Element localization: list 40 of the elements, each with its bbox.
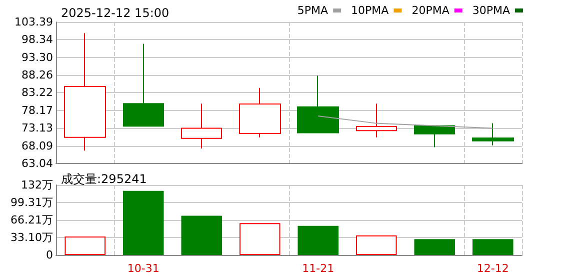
candlestick xyxy=(414,125,455,148)
y-tick-label: 93.30 xyxy=(22,50,53,64)
y-tick-label: 99.31万 xyxy=(10,196,53,209)
legend-label: 30PMA xyxy=(472,4,510,17)
candlestick xyxy=(181,103,222,150)
y-tick-label: 98.34 xyxy=(22,33,53,46)
chart-title: 2025-12-12 15:00 xyxy=(61,6,170,20)
bar xyxy=(181,216,222,255)
candlestick xyxy=(356,103,397,138)
y-tick-label: 66.21万 xyxy=(10,213,53,226)
candlestick xyxy=(239,87,281,138)
legend-label: 10PMA xyxy=(351,4,390,17)
y-tick-label: 78.17 xyxy=(22,104,53,117)
legend-label: 5PMA xyxy=(297,4,329,17)
x-tick-label: 11-21 xyxy=(302,262,334,275)
y-tick-label: 63.04 xyxy=(22,157,53,170)
y-tick-label: 88.26 xyxy=(22,68,53,82)
bar xyxy=(64,236,106,255)
y-tick-label: 0 xyxy=(46,248,53,262)
legend-label: 20PMA xyxy=(412,4,450,17)
candlestick xyxy=(64,32,106,152)
bar xyxy=(298,226,339,255)
y-tick-label: 33.10万 xyxy=(10,230,53,244)
bar xyxy=(239,223,280,255)
y-tick-label: 73.13 xyxy=(22,122,53,135)
chart-title: 成交量:295241 xyxy=(61,172,147,186)
candlestick xyxy=(297,75,339,134)
bar xyxy=(414,239,456,255)
line-series xyxy=(318,115,494,129)
x-tick-label: 12-12 xyxy=(476,262,509,275)
y-tick-label: 103.39 xyxy=(14,16,53,28)
candlestick xyxy=(123,43,164,127)
y-tick-label: 68.09 xyxy=(22,139,53,152)
candlestick xyxy=(472,122,514,146)
bar xyxy=(472,239,514,255)
x-tick-label: 10-31 xyxy=(127,262,160,275)
bar xyxy=(356,235,397,255)
y-tick-label: 132万 xyxy=(21,178,53,192)
bar xyxy=(122,190,164,255)
y-tick-label: 83.22 xyxy=(22,86,53,100)
